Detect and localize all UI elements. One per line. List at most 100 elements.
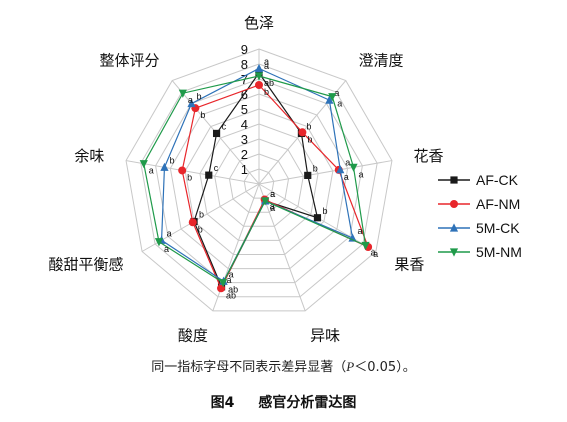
- data-point: [255, 81, 263, 89]
- scale-tick-label: 2: [241, 147, 248, 162]
- significance-label: ab: [226, 290, 236, 300]
- data-point: [160, 162, 169, 171]
- data-point: [449, 248, 459, 257]
- significance-label: c: [214, 163, 219, 173]
- grid-spoke: [125, 160, 260, 185]
- legend: AF-CK AF-NM 5M-CK 5M-NM: [438, 172, 522, 260]
- data-point: [449, 223, 459, 232]
- significance-label: b: [199, 210, 204, 220]
- scale-tick-label: 9: [241, 42, 248, 57]
- scale-tick-label: 8: [241, 57, 248, 72]
- significance-label: a: [337, 99, 342, 109]
- significance-label: a: [270, 189, 275, 199]
- significance-label: a: [373, 249, 378, 259]
- data-point: [298, 128, 307, 137]
- significance-label: a: [229, 269, 234, 279]
- legend-item: AF-NM: [438, 196, 520, 212]
- significance-label: a: [167, 228, 172, 238]
- legend-item: 5M-NM: [438, 244, 522, 260]
- data-point: [205, 171, 213, 179]
- significance-label: a: [149, 166, 154, 176]
- axis-label: 酸度: [178, 326, 208, 344]
- grid-ring: [169, 93, 349, 270]
- legend-label: 5M-NM: [476, 244, 522, 260]
- significance-label: a: [344, 172, 349, 182]
- significance-label: ab: [264, 78, 274, 88]
- axis-label: 色泽: [244, 14, 274, 32]
- data-point: [450, 176, 458, 184]
- significance-label: b: [198, 224, 203, 234]
- significance-label: a: [264, 61, 269, 71]
- significance-label: a: [227, 275, 232, 285]
- significance-label: ab: [228, 285, 238, 295]
- significance-note: 同一指标字母不同表示差异显著（P＜0.05）。: [151, 359, 416, 375]
- data-point: [349, 163, 358, 172]
- significance-label: b: [322, 206, 327, 216]
- figure-caption: 图4 感官分析雷达图: [0, 392, 567, 412]
- data-point: [336, 165, 345, 174]
- data-point: [313, 214, 322, 222]
- figure-title: 感官分析雷达图: [258, 395, 357, 411]
- axis-label: 酸甜平衡感: [49, 256, 124, 274]
- significance-label: b: [306, 121, 311, 131]
- significance-label: a: [358, 226, 363, 236]
- significance-label: b: [197, 92, 202, 102]
- legend-label: AF-CK: [476, 172, 519, 188]
- significance-label: b: [187, 172, 192, 182]
- data-point: [254, 63, 264, 73]
- significance-label: a: [188, 95, 193, 105]
- data-point: [254, 72, 264, 81]
- significance-label: a: [270, 202, 275, 212]
- data-point: [328, 93, 337, 102]
- significance-label: a: [270, 189, 275, 199]
- data-point: [361, 241, 370, 251]
- figure-number: 图4: [210, 395, 235, 411]
- data-point: [218, 279, 228, 288]
- significance-label: b: [313, 163, 318, 173]
- legend-item: 5M-CK: [438, 220, 520, 236]
- significance-label: b: [169, 155, 174, 165]
- axis-label: 澄清度: [358, 52, 403, 70]
- grid-ring: [125, 48, 393, 312]
- scale-tick-label: 5: [241, 102, 248, 117]
- significance-label: a: [334, 88, 339, 98]
- data-point: [261, 197, 270, 206]
- data-point: [187, 98, 196, 108]
- significance-label: b: [264, 87, 269, 97]
- data-point: [178, 89, 187, 98]
- significance-label: a: [359, 169, 364, 179]
- data-point: [325, 95, 334, 104]
- significance-label: c: [222, 121, 227, 131]
- grid-ring: [155, 78, 363, 284]
- data-point: [450, 200, 458, 208]
- significance-label: b: [200, 110, 205, 120]
- scale-tick-label: 4: [241, 117, 248, 132]
- grid-ring: [214, 138, 304, 227]
- axis-label: 果香: [394, 256, 424, 274]
- grid-spoke: [258, 160, 393, 185]
- grid-ring: [184, 108, 334, 255]
- axis-label: 异味: [310, 326, 340, 344]
- data-point: [188, 218, 197, 227]
- grid-ring: [140, 63, 378, 298]
- series-line: [143, 75, 367, 284]
- data-point: [139, 160, 148, 169]
- scale-tick-label: 1: [241, 162, 248, 177]
- significance-label: b: [307, 134, 312, 144]
- series-line: [181, 84, 370, 290]
- data-point: [154, 238, 164, 247]
- axis-label: 花香: [414, 147, 444, 165]
- significance-label: a: [264, 57, 269, 67]
- data-point: [178, 166, 187, 175]
- significance-label: a: [345, 158, 350, 168]
- data-point: [348, 233, 357, 242]
- data-point: [304, 171, 312, 180]
- axis-label: 整体评分: [99, 52, 159, 70]
- significance-label: a: [270, 203, 275, 213]
- legend-item: AF-CK: [438, 172, 519, 188]
